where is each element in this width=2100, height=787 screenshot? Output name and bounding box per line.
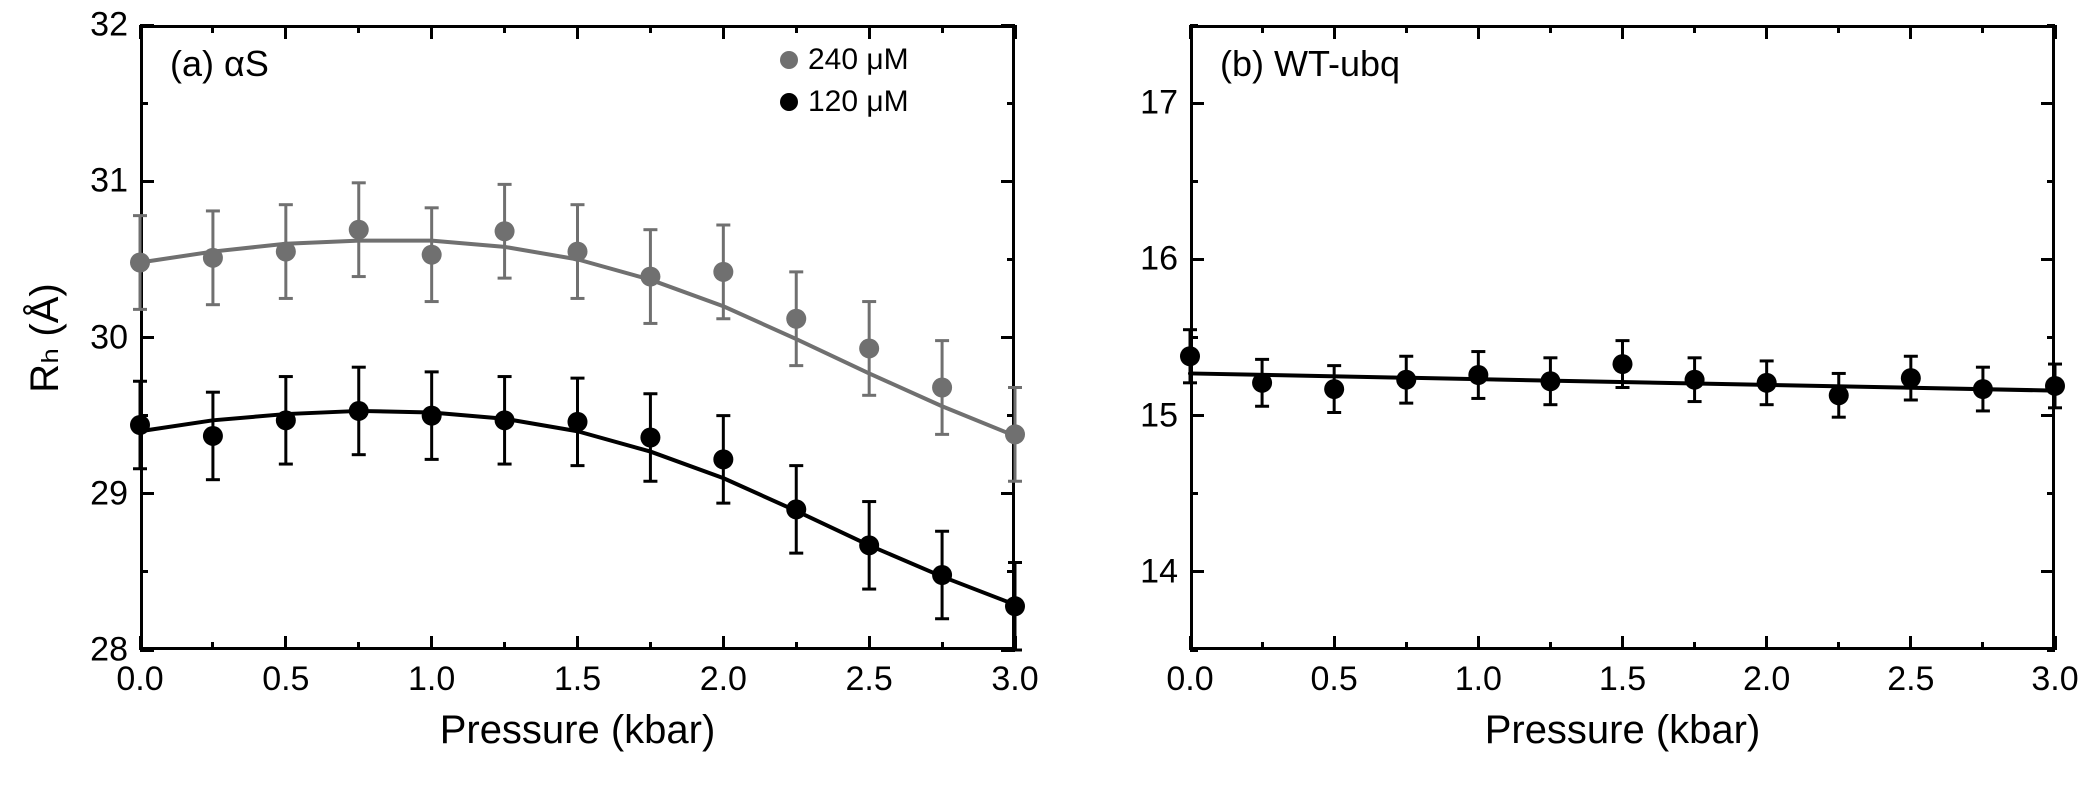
panel_b-marker [1540,371,1560,391]
panel_b-marker [1973,379,1993,399]
panel_b-marker [1685,370,1705,390]
figure: 0.00.51.01.52.02.53.02829303132Pressure … [0,0,2100,787]
panel_b-marker [1613,354,1633,374]
panel_b-marker [1829,385,1849,405]
panel_b-marker [1252,373,1272,393]
panel_b-marker [1324,379,1344,399]
panel_b-marker [1396,370,1416,390]
panel_b-marker [1468,365,1488,385]
panel_b-plot-svg [0,0,2100,787]
panel_b-marker [1180,346,1200,366]
panel_b-marker [1757,373,1777,393]
panel_b-marker [2045,376,2065,396]
panel_b-marker [1901,368,1921,388]
